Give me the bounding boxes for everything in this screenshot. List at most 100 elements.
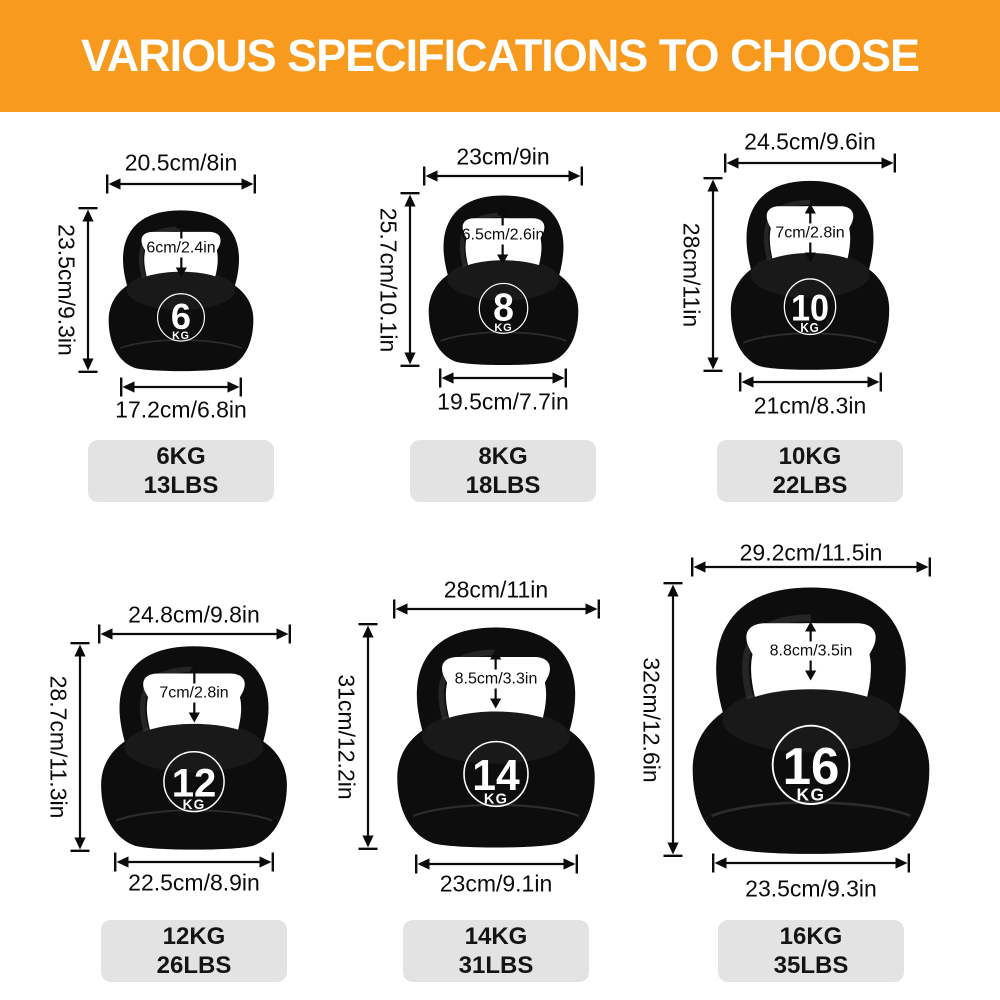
gap-arrow-down-icon	[188, 702, 200, 723]
bell-sheen	[722, 686, 900, 753]
height-arrow	[400, 192, 420, 367]
handle-gap-label: 8.8cm/3.5in	[769, 642, 853, 660]
kettlebell-graphic: 16 KG	[692, 587, 930, 854]
handle	[746, 180, 874, 292]
weight-badge: 8KG 18LBS	[410, 440, 596, 502]
badge-kg-line: 6KG	[156, 443, 206, 470]
badge-lbs-line: 31LBS	[458, 952, 534, 979]
weight-number: 8	[493, 287, 514, 330]
height-arrow	[70, 642, 90, 852]
top-width-arrow	[106, 174, 256, 194]
kettlebell-graphic: 8 KG	[428, 195, 578, 366]
gap-arrow-down-icon	[490, 688, 502, 709]
header-banner: VARIOUS SPECIFICATIONS TO CHOOSE	[0, 0, 1000, 112]
bell-body	[108, 271, 254, 372]
weight-unit: KG	[797, 784, 826, 804]
height-label: 25.7cm/10.1in	[375, 207, 402, 352]
weight-unit: KG	[172, 330, 190, 342]
kettlebell-graphic: 14 KG	[397, 627, 595, 848]
bottom-width-label: 23cm/9.1in	[439, 870, 553, 897]
bell-sheen	[124, 721, 264, 773]
top-width-label: 23cm/9in	[456, 143, 550, 170]
bell-body	[101, 723, 287, 850]
bottom-width-arrow	[738, 372, 882, 392]
badge-lbs-line: 22LBS	[772, 472, 848, 499]
weight-ring	[783, 278, 837, 336]
weight-unit: KG	[494, 322, 512, 334]
bottom-width-arrow	[712, 853, 910, 873]
bell-sheen	[750, 251, 870, 298]
badge-kg-line: 10KG	[778, 443, 842, 470]
top-width-arrow	[97, 624, 291, 644]
weight-unit: KG	[800, 321, 819, 336]
weight-number: 12	[172, 761, 217, 805]
bottom-width-label: 17.2cm/6.8in	[115, 396, 247, 423]
weight-number: 14	[472, 752, 520, 800]
bell-body	[730, 253, 890, 370]
handle-hole	[141, 231, 221, 276]
handle-gap-label: 6.5cm/2.6in	[461, 226, 545, 244]
gap-arrow-up-icon	[804, 203, 816, 224]
top-width-label: 24.8cm/9.8in	[128, 601, 260, 628]
weight-badge: 12KG 26LBS	[101, 920, 287, 982]
bell-seam	[412, 803, 580, 818]
handle-gap-label: 7cm/2.8in	[159, 684, 229, 702]
gap-arrow-down-icon	[804, 242, 816, 263]
weight-badge: 10KG 22LBS	[717, 440, 903, 502]
handle-gap-annotation: 8.5cm/3.3in	[453, 649, 540, 709]
bell-body	[692, 689, 930, 854]
weight-unit: KG	[183, 797, 206, 812]
bottom-width-arrow	[114, 852, 274, 872]
handle-gap-label: 7cm/2.8in	[775, 224, 845, 242]
kettlebell-graphic: 10 KG	[730, 180, 890, 370]
weight-badge: 6KG 13LBS	[88, 440, 274, 502]
bottom-width-label: 19.5cm/7.7in	[437, 388, 569, 415]
gap-arrow-down-icon	[175, 257, 187, 278]
handle	[416, 627, 576, 756]
height-label: 31cm/12.2in	[333, 673, 360, 800]
weight-ring	[163, 750, 225, 813]
badge-lbs-line: 35LBS	[773, 952, 849, 979]
bottom-width-arrow	[414, 854, 578, 874]
bell-sheen	[446, 258, 560, 301]
handle	[119, 646, 269, 765]
height-label: 28cm/11in	[678, 222, 705, 327]
gap-arrow-up-icon	[490, 649, 502, 670]
gap-arrow-up-icon	[188, 663, 200, 684]
top-width-label: 29.2cm/11.5in	[739, 539, 883, 566]
badge-lbs-line: 18LBS	[465, 472, 541, 499]
bell-seam	[439, 331, 567, 342]
handle-gap-annotation: 6.5cm/2.6in	[460, 205, 547, 265]
gap-arrow-down-icon	[805, 660, 817, 681]
gap-arrow-up-icon	[175, 218, 187, 239]
handle-gap-annotation: 8.8cm/3.5in	[768, 621, 855, 681]
handle-hole	[746, 623, 876, 697]
bottom-width-arrow	[120, 377, 242, 397]
bell-seam	[711, 801, 911, 818]
bottom-width-arrow	[439, 368, 567, 388]
bell-sheen	[421, 709, 571, 764]
handle-gap-annotation: 7cm/2.8in	[773, 203, 846, 263]
weight-ring	[156, 293, 206, 342]
weight-number: 10	[791, 287, 829, 329]
handle-hole	[143, 673, 245, 730]
handle-hole	[462, 218, 544, 265]
handle-hole	[766, 206, 854, 258]
weight-ring	[478, 282, 528, 334]
weight-number: 6	[171, 296, 191, 337]
kettlebell-graphic: 12 KG	[101, 646, 287, 850]
bottom-width-label: 23.5cm/9.3in	[745, 875, 877, 902]
height-arrow	[78, 207, 98, 373]
weight-number: 16	[783, 737, 840, 796]
handle-hole	[442, 657, 550, 718]
page-title: VARIOUS SPECIFICATIONS TO CHOOSE	[80, 30, 920, 81]
badge-kg-line: 14KG	[464, 923, 528, 950]
gap-arrow-down-icon	[497, 244, 509, 265]
top-width-arrow	[724, 153, 896, 173]
handle-gap-label: 6cm/2.4in	[146, 239, 216, 257]
badge-kg-line: 16KG	[779, 923, 843, 950]
handle-gap-annotation: 6cm/2.4in	[144, 218, 217, 278]
bell-seam	[115, 809, 273, 822]
weight-ring	[771, 724, 851, 806]
